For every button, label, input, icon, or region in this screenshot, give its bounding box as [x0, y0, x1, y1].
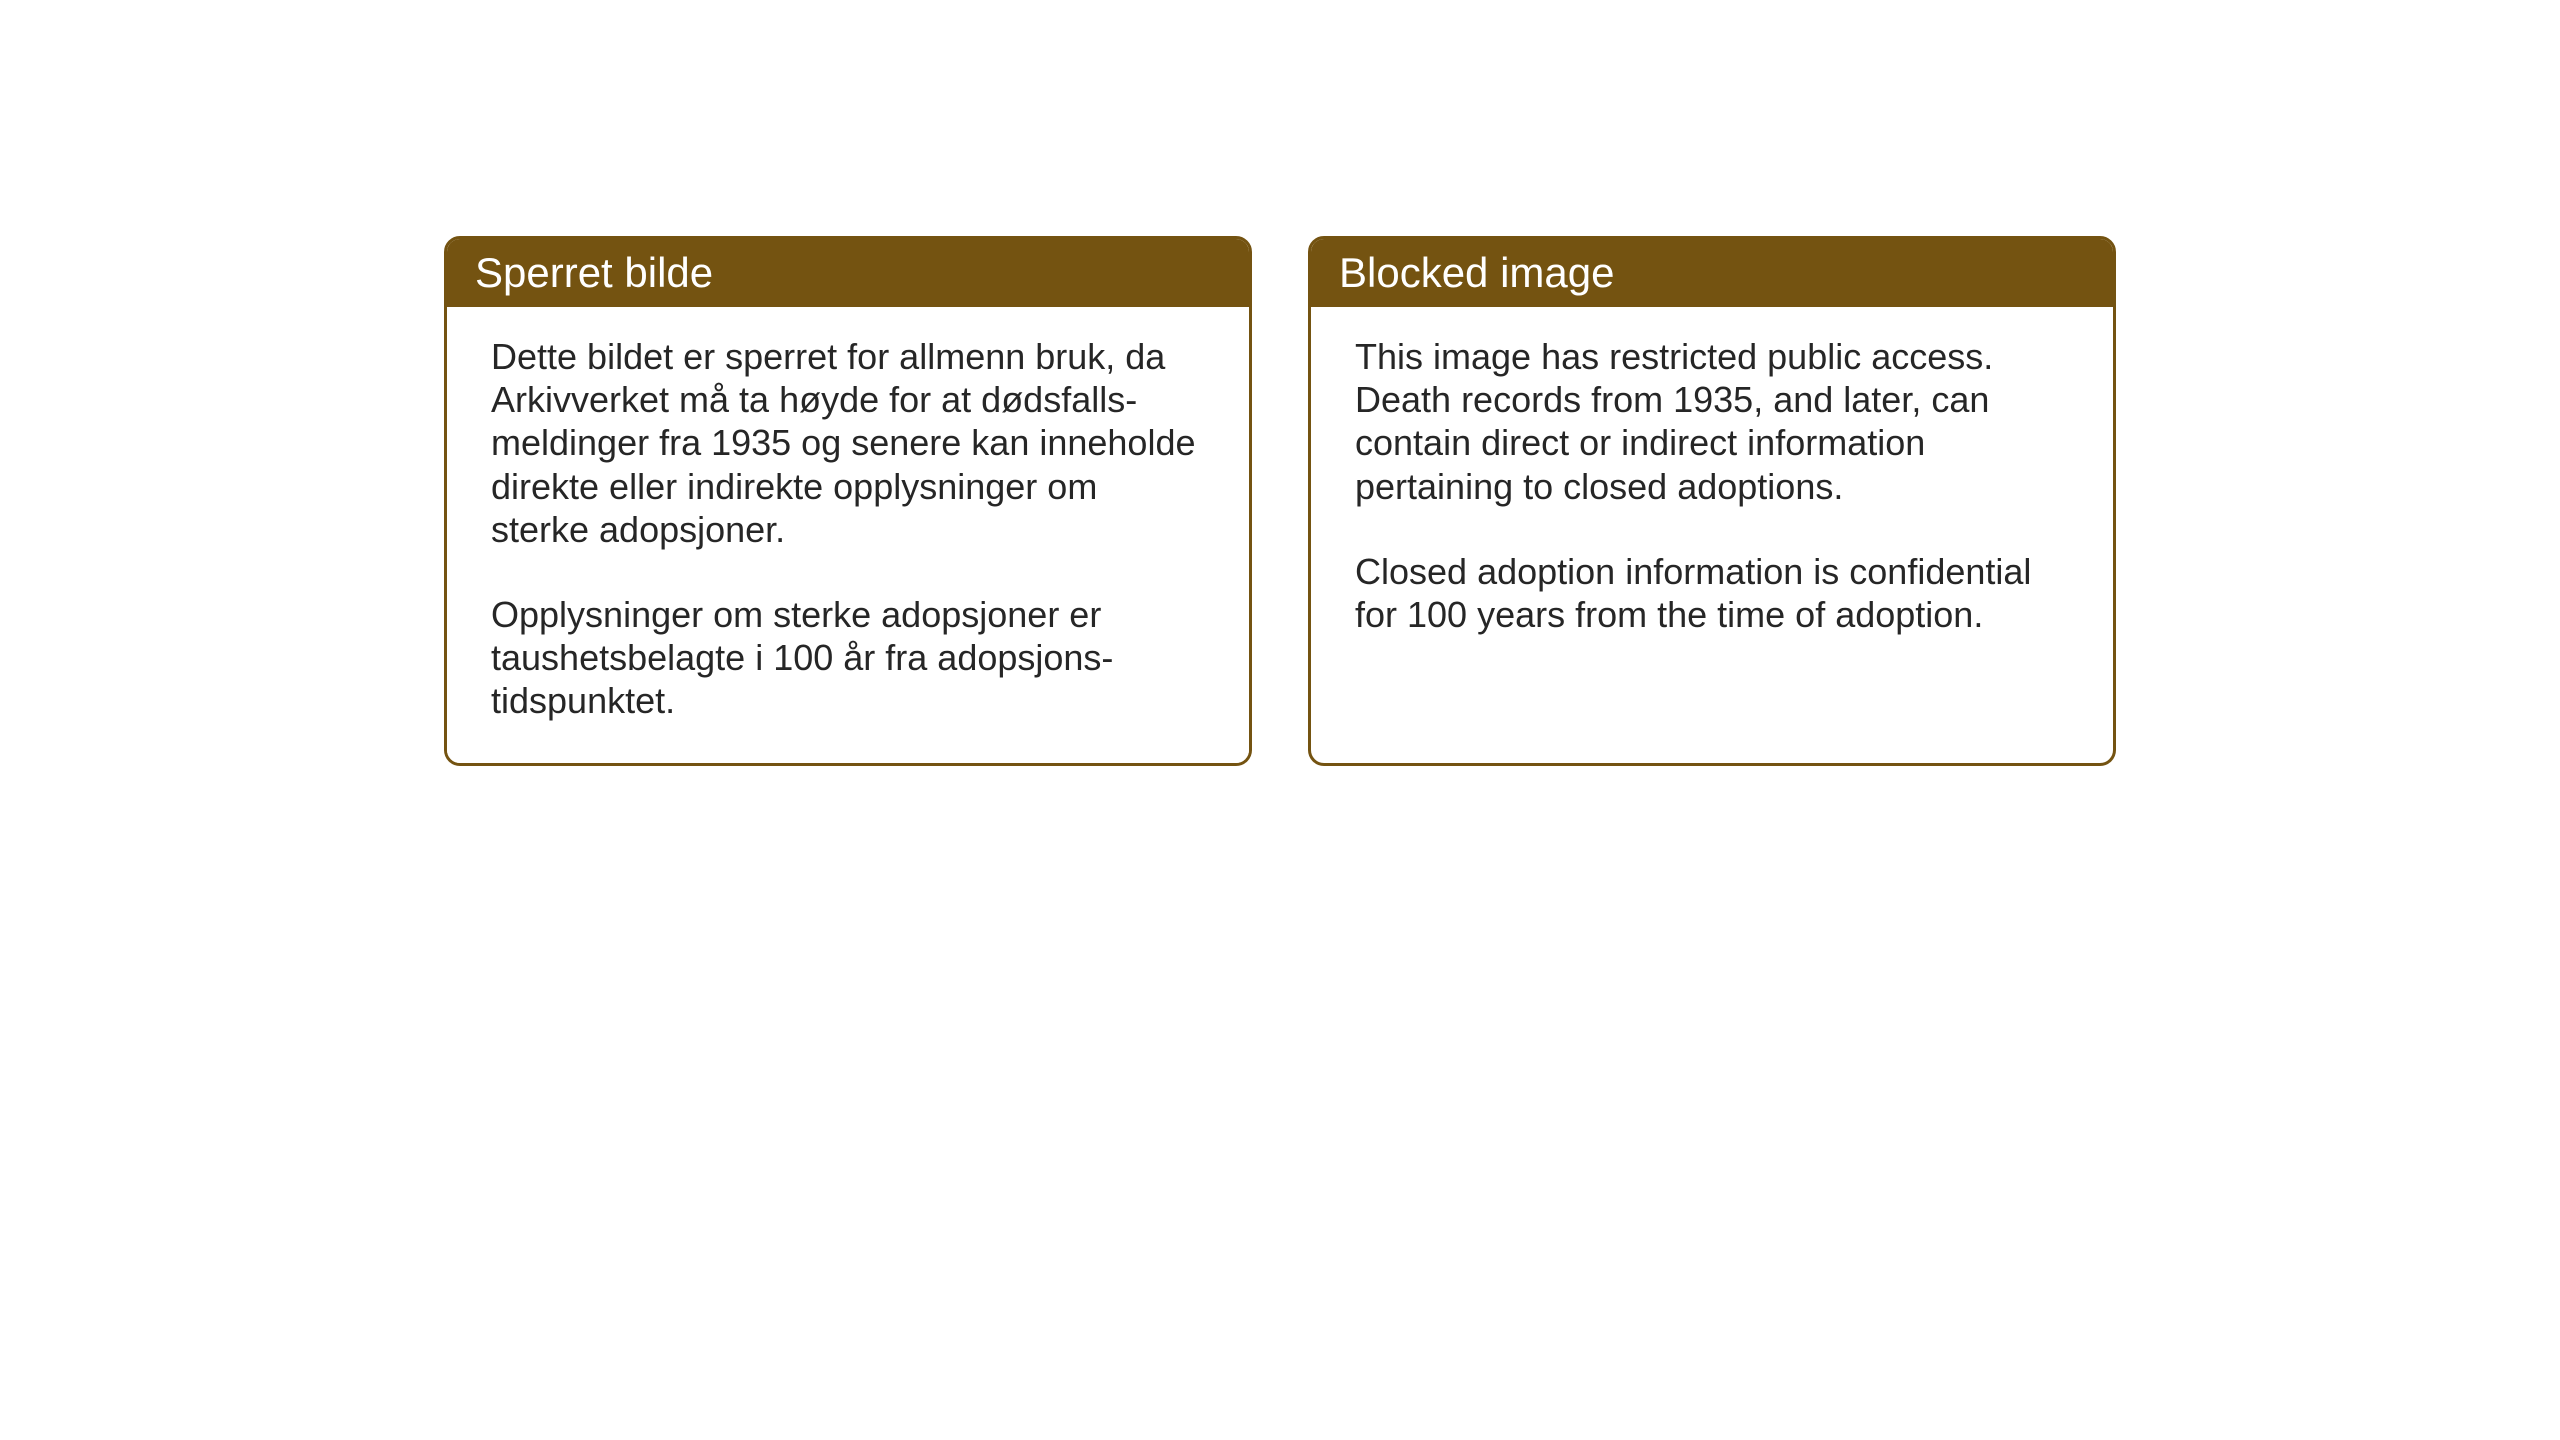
english-notice-card: Blocked image This image has restricted …	[1308, 236, 2116, 766]
english-header-text: Blocked image	[1339, 249, 1614, 296]
norwegian-paragraph-2: Opplysninger om sterke adopsjoner er tau…	[491, 593, 1205, 723]
norwegian-paragraph-1: Dette bildet er sperret for allmenn bruk…	[491, 335, 1205, 551]
english-paragraph-2: Closed adoption information is confident…	[1355, 550, 2069, 636]
norwegian-card-body: Dette bildet er sperret for allmenn bruk…	[447, 307, 1249, 763]
norwegian-header-text: Sperret bilde	[475, 249, 713, 296]
english-card-header: Blocked image	[1311, 239, 2113, 307]
english-paragraph-1: This image has restricted public access.…	[1355, 335, 2069, 508]
english-card-body: This image has restricted public access.…	[1311, 307, 2113, 728]
norwegian-notice-card: Sperret bilde Dette bildet er sperret fo…	[444, 236, 1252, 766]
notice-cards-container: Sperret bilde Dette bildet er sperret fo…	[444, 236, 2116, 766]
norwegian-card-header: Sperret bilde	[447, 239, 1249, 307]
